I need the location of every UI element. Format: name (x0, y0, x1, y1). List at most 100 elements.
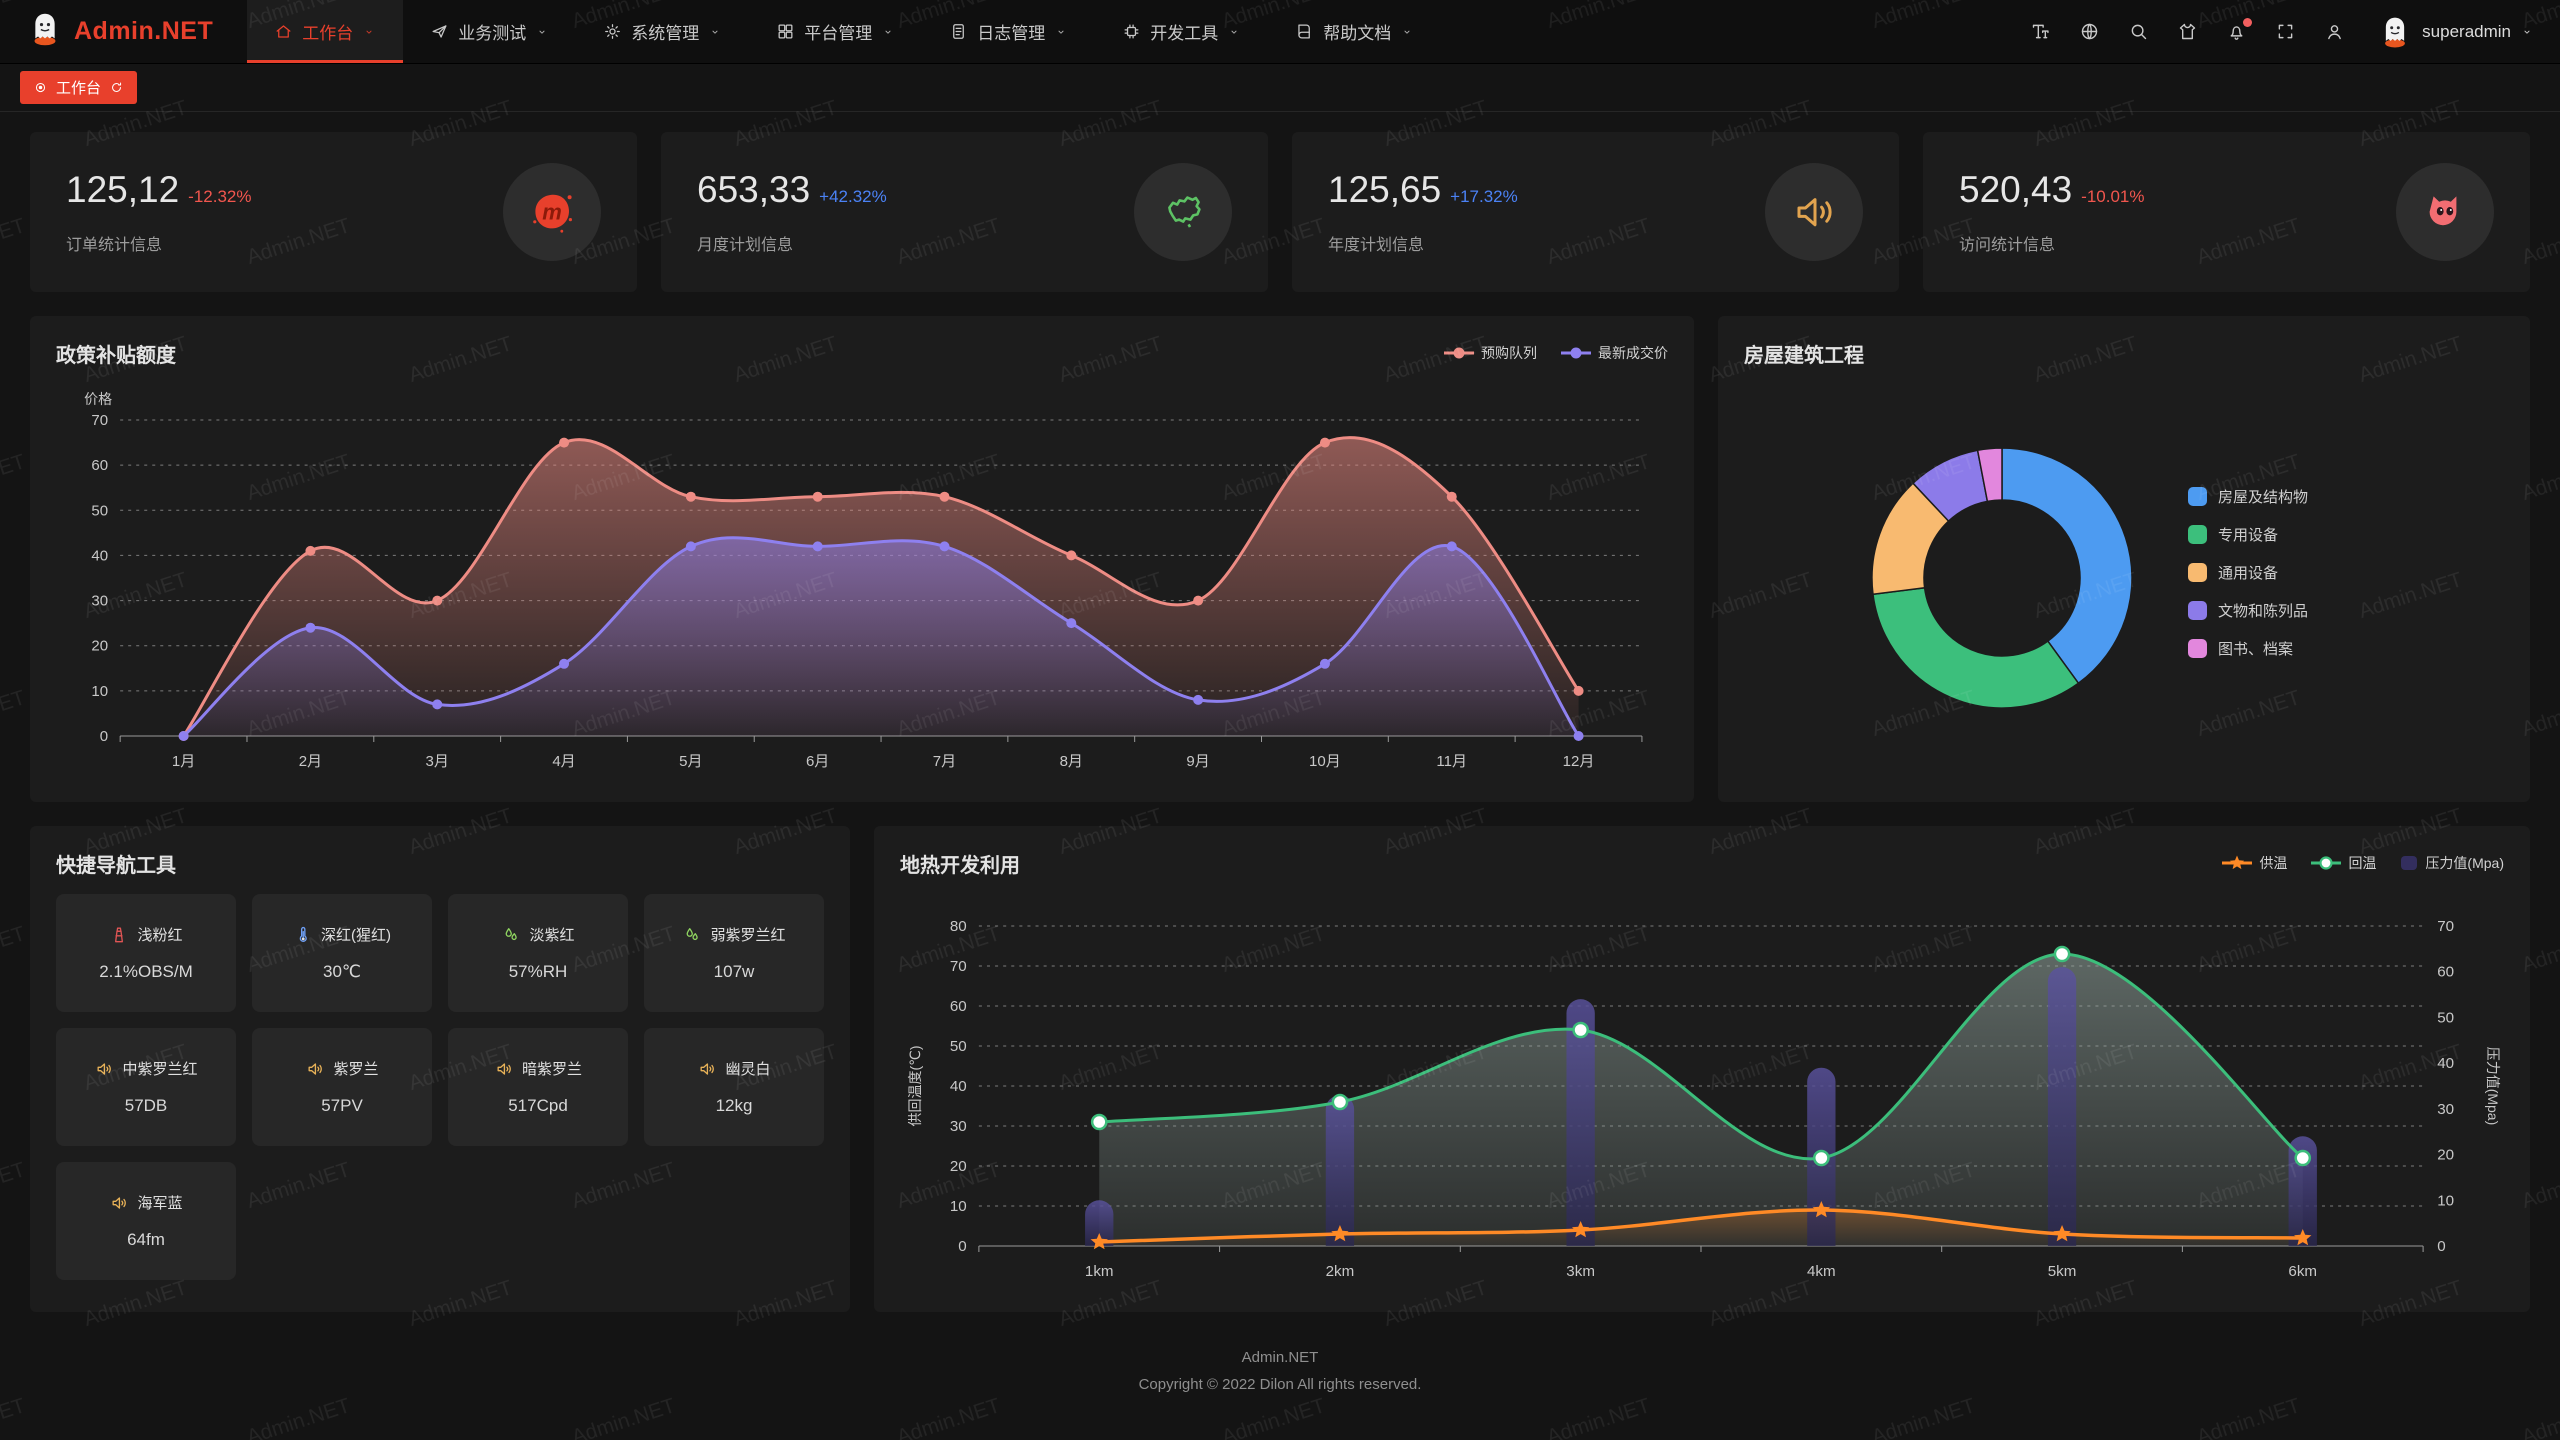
svg-text:4km: 4km (1807, 1263, 1836, 1280)
svg-text:3月: 3月 (426, 753, 449, 770)
svg-text:5km: 5km (2048, 1263, 2077, 1280)
legend-label: 回温 (2348, 855, 2377, 871)
line-marker-icon (1444, 347, 1474, 359)
quick-nav-item-淡紫红[interactable]: 淡紫红 57%RH (448, 894, 628, 1012)
ghost-logo-icon (26, 10, 64, 53)
svg-text:30: 30 (950, 1118, 967, 1135)
nav-item-平台管理[interactable]: 平台管理 (749, 0, 922, 63)
quick-nav-value: 30℃ (322, 962, 361, 981)
nav-item-系统管理[interactable]: 系统管理 (576, 0, 749, 63)
notification-badge (2243, 18, 2253, 27)
fullscreen-button[interactable] (2275, 21, 2296, 42)
speaker-icon (97, 1062, 112, 1075)
ghost-icon (34, 13, 56, 46)
nav-item-工作台[interactable]: 工作台 (247, 0, 404, 63)
pie-slice-专用设备[interactable] (1872, 586, 2080, 709)
stat-delta: -10.01% (2081, 187, 2145, 206)
search-button[interactable] (2128, 21, 2149, 42)
pressure-bar (1085, 1200, 1114, 1246)
svg-text:50: 50 (91, 502, 108, 519)
svg-text:0: 0 (2437, 1238, 2445, 1255)
tab-工作台[interactable]: 工作台 (20, 71, 138, 104)
notifications-button[interactable] (2226, 18, 2253, 42)
speaker-icon (1797, 198, 1832, 227)
quick-nav-item-浅粉红[interactable]: 浅粉红 2.1%OBS/M (56, 894, 236, 1012)
legend-swatch (2188, 525, 2207, 544)
app-header: Admin.NET 工作台 业务测试 系统管理 平台管理 日志管理 开发工具 帮助文档 su… (0, 0, 2560, 64)
brand-name: Admin.NET (74, 17, 214, 45)
quick-nav-item-深红(猩红)[interactable]: 深红(猩红) 30℃ (252, 894, 432, 1012)
profile-button[interactable] (2324, 21, 2345, 42)
watermark-text: Admin.NET (893, 1393, 1004, 1440)
legend-item-图书、档案[interactable]: 图书、档案 (2188, 638, 2308, 659)
nav-item-日志管理[interactable]: 日志管理 (922, 0, 1095, 63)
svg-text:12月: 12月 (1563, 753, 1595, 770)
legend-item-回温[interactable]: 回温 (2311, 853, 2376, 873)
tab-refresh-button[interactable] (109, 80, 124, 95)
panel-title-quick-nav: 快捷导航工具 (56, 854, 176, 877)
chevron-down-icon (712, 30, 718, 34)
ghost-icon (2385, 17, 2406, 47)
svg-text:7月: 7月 (933, 753, 956, 770)
cat-icon (2429, 196, 2457, 226)
quick-nav-item-紫罗兰[interactable]: 紫罗兰 57PV (252, 1028, 432, 1146)
quick-nav-item-幽灵白[interactable]: 幽灵白 12kg (644, 1028, 824, 1146)
pie-slice-图书、档案[interactable] (1976, 447, 2003, 503)
watermark-text: Admin.NET (1543, 1393, 1654, 1440)
quick-nav-item-海军蓝[interactable]: 海军蓝 64fm (56, 1162, 236, 1280)
legend-swatch (2188, 487, 2207, 506)
legend-item-最新成交价[interactable]: 最新成交价 (1561, 343, 1668, 363)
svg-text:2月: 2月 (299, 753, 322, 770)
housing-chart-legend: 房屋及结构物 专用设备通用设备文物和陈列品 图书、档案 (2188, 486, 2308, 676)
pressure-bar (2288, 1136, 2317, 1246)
bottom-row: 快捷导航工具 浅粉红 2.1%OBS/M 深红(猩红) 30℃ 淡紫红 57%RH 弱… (30, 826, 2530, 1312)
svg-text:9月: 9月 (1186, 753, 1209, 770)
quick-nav-item-中紫罗兰红[interactable]: 中紫罗兰红 57DB (56, 1028, 236, 1146)
stat-value: 125,65 (1328, 169, 1442, 210)
legend-item-通用设备[interactable]: 通用设备 (2188, 562, 2308, 583)
nav-item-label: 业务测试 (458, 24, 527, 43)
watermark-text: Admin.NET (1868, 1393, 1979, 1440)
legend-item-供温[interactable]: 供温 (2222, 853, 2287, 873)
brand[interactable]: Admin.NET (26, 10, 213, 53)
stat-card-text: 125,65 +17.32% 年度计划信息 (1328, 169, 1518, 255)
stat-card-text: 125,12 -12.32% 订单统计信息 (66, 169, 252, 255)
quick-nav-grid: 浅粉红 2.1%OBS/M 深红(猩红) 30℃ 淡紫红 57%RH 弱紫罗兰红 10… (56, 894, 824, 1280)
svg-text:30: 30 (2437, 1101, 2454, 1118)
quick-nav-name: 幽灵白 (725, 1061, 771, 1078)
tab-bar: 工作台 (0, 64, 2560, 112)
quick-nav-name: 深红(猩红) (321, 927, 391, 944)
quick-nav-item-弱紫罗兰红[interactable]: 弱紫罗兰红 107w (644, 894, 824, 1012)
workbench-page: 125,12 -12.32% 订单统计信息 m 653,33 +42.32% 月… (0, 112, 2560, 1398)
svg-text:30: 30 (91, 593, 108, 610)
user-menu[interactable]: superadmin (2377, 14, 2534, 50)
legend-item-预购队列[interactable]: 预购队列 (1444, 343, 1537, 363)
policy-subsidy-chart: 0 10 20 30 40 50 60 70 1月 2月 3月 4月 5月 6月 7月 8月 9月 10月 11月 1… (84, 391, 1643, 770)
legend-item-压力值(Mpa)[interactable]: 压力值(Mpa) (2400, 853, 2504, 873)
cpu-icon (1124, 24, 1139, 39)
svg-text:70: 70 (2437, 918, 2454, 935)
footer-brand: Admin.NET (1241, 1349, 1319, 1366)
font-size-button[interactable] (2030, 21, 2051, 42)
legend-item-专用设备[interactable]: 专用设备 (2188, 524, 2308, 545)
bell-icon (2230, 26, 2243, 40)
line-marker-icon (1561, 347, 1591, 359)
user-icon (2328, 25, 2342, 40)
legend-item-房屋及结构物[interactable]: 房屋及结构物 (2188, 486, 2308, 507)
svg-text:20: 20 (950, 1158, 967, 1175)
nav-item-业务测试[interactable]: 业务测试 (403, 0, 576, 63)
user-avatar (2377, 14, 2413, 50)
quick-nav-item-暗紫罗兰[interactable]: 暗紫罗兰 517Cpd (448, 1028, 628, 1146)
stat-delta: +42.32% (819, 187, 887, 206)
language-button[interactable] (2079, 21, 2100, 42)
stat-icon-circle (2396, 163, 2494, 261)
legend-item-文物和陈列品[interactable]: 文物和陈列品 (2188, 600, 2308, 621)
theme-button[interactable] (2177, 21, 2198, 42)
stat-value: 653,33 (697, 169, 811, 210)
quick-nav-value: 57DB (124, 1096, 168, 1115)
svg-text:10: 10 (91, 683, 108, 700)
speaker-icon (112, 1196, 127, 1209)
nav-item-帮助文档[interactable]: 帮助文档 (1268, 0, 1441, 63)
pie-slice-房屋及结构物[interactable] (2001, 447, 2133, 685)
nav-item-开发工具[interactable]: 开发工具 (1095, 0, 1268, 63)
